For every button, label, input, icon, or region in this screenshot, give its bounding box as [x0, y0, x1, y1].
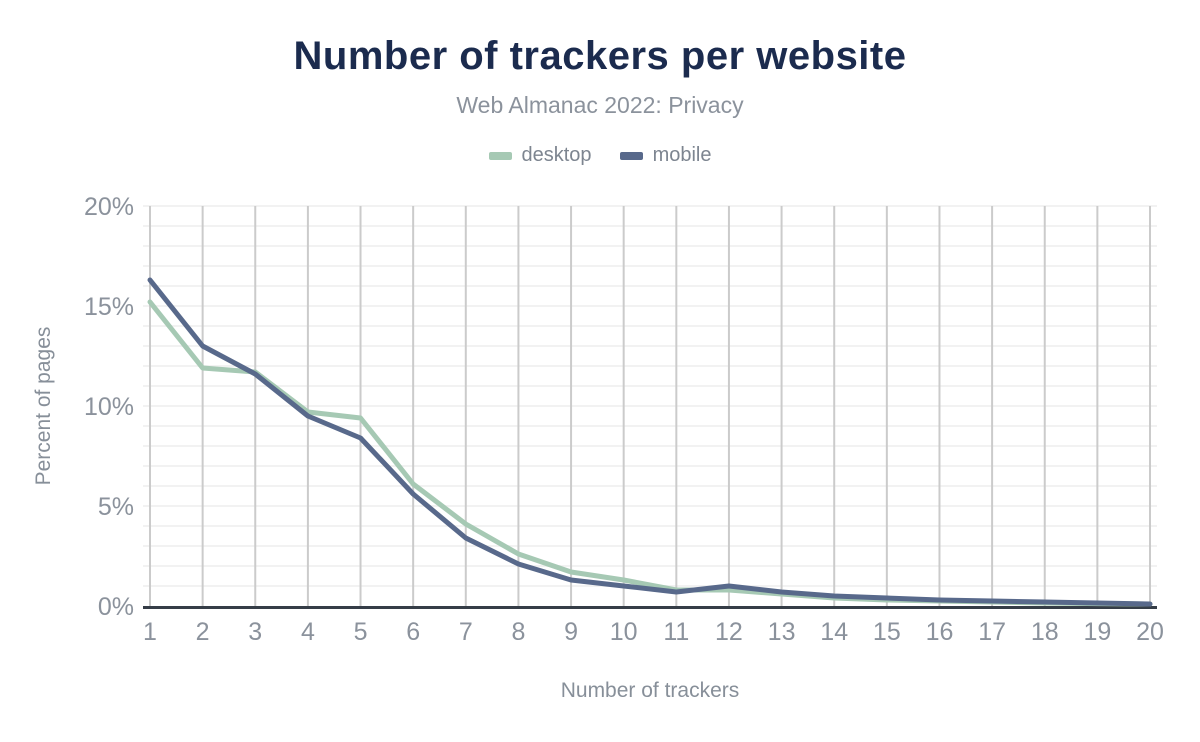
- y-tick-label: 10%: [84, 393, 134, 421]
- plot-area: 0%5%10%15%20%1 2 3 4 5 6 7 8 9 10 11 12 13 14 15 16 17 18…: [32, 193, 1164, 702]
- chart-title: Number of trackers per website: [293, 34, 907, 78]
- x-tick-label: 20: [1136, 618, 1164, 646]
- x-tick-label: 18: [1031, 618, 1059, 646]
- y-tick-label: 0%: [98, 593, 134, 621]
- x-tick-label: 14: [820, 618, 848, 646]
- x-tick-label: 15: [873, 618, 901, 646]
- y-tick-label: 20%: [84, 193, 134, 221]
- mobile-series-line[interactable]: [147, 277, 1153, 607]
- x-tick-label: 1: [143, 618, 157, 646]
- legend: desktop mobile: [0, 144, 1200, 167]
- mobile-legend-swatch-icon: [619, 151, 643, 160]
- legend-item-desktop[interactable]: desktop: [488, 144, 592, 167]
- legend-label-mobile: mobile: [652, 144, 712, 166]
- x-axis-title: Number of trackers: [561, 679, 740, 702]
- x-tick-label: 16: [926, 618, 954, 646]
- x-tick-label: 10: [610, 618, 638, 646]
- x-tick-label: 13: [768, 618, 796, 646]
- desktop-series-line[interactable]: [147, 299, 1153, 607]
- desktop-legend-swatch-icon: [488, 151, 512, 160]
- legend-item-mobile[interactable]: mobile: [619, 144, 712, 167]
- x-tick-label: 4: [301, 618, 315, 646]
- x-tick-label: 3: [248, 618, 262, 646]
- chart-subtitle: Web Almanac 2022: Privacy: [456, 92, 744, 118]
- x-tick-label: 19: [1083, 618, 1111, 646]
- x-tick-label: 8: [511, 618, 525, 646]
- x-tick-label: 7: [459, 618, 473, 646]
- y-tick-label: 15%: [84, 293, 134, 321]
- x-tick-label: 11: [663, 618, 689, 646]
- y-tick-label: 5%: [98, 493, 134, 521]
- legend-label-desktop: desktop: [521, 144, 592, 166]
- x-tick-label: 9: [564, 618, 578, 646]
- x-tick-label: 5: [354, 618, 368, 646]
- x-tick-label: 12: [715, 618, 743, 646]
- x-tick-label: 6: [406, 618, 420, 646]
- x-tick-label: 2: [196, 618, 210, 646]
- x-tick-label: 17: [978, 618, 1006, 646]
- y-axis-title: Percent of pages: [32, 327, 55, 486]
